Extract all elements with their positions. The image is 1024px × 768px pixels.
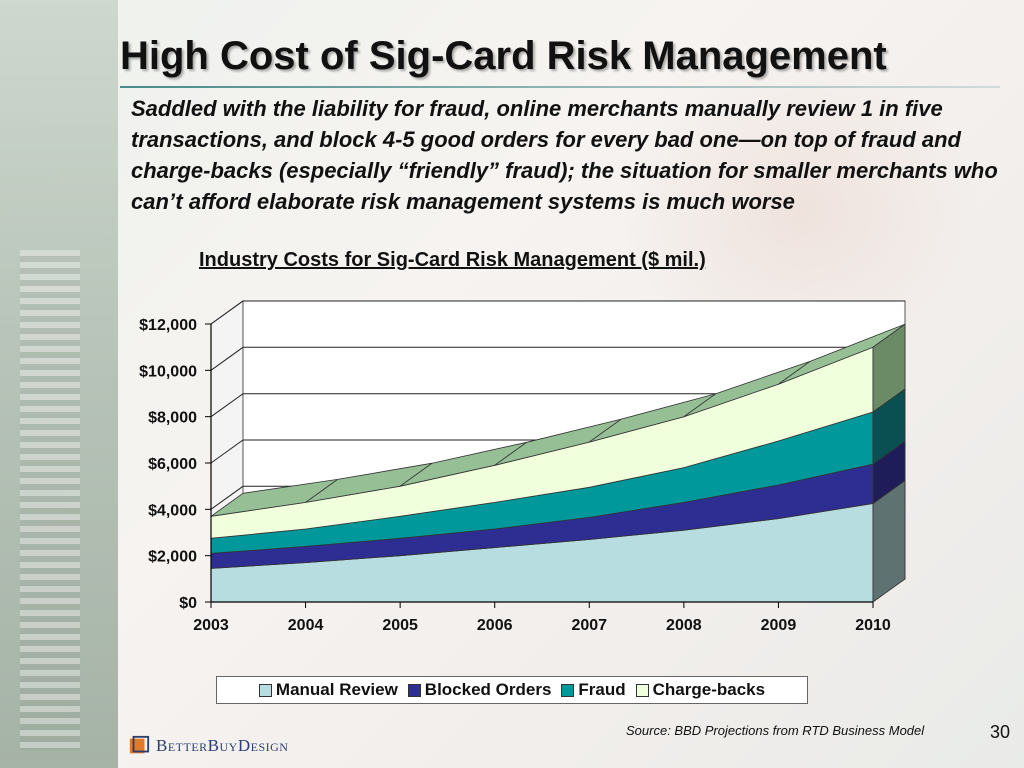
legend-item-fraud: Fraud (561, 680, 626, 700)
slide-title: High Cost of Sig-Card Risk Management (120, 34, 887, 78)
legend-swatch-fraud (561, 683, 575, 697)
area-band-side (872, 323, 906, 413)
y-tick-label: $8,000 (148, 410, 197, 427)
chart-title: Industry Costs for Sig-Card Risk Managem… (199, 249, 706, 271)
legend-item-manual-review: Manual Review (258, 680, 398, 700)
source-note: Source: BBD Projections from RTD Busines… (626, 723, 925, 738)
x-tick-label: 2004 (288, 617, 324, 634)
legend-swatch-blocked-orders (407, 683, 421, 697)
y-tick-label: $0 (179, 595, 197, 612)
x-tick-label: 2005 (382, 617, 418, 634)
logo-mark-icon (129, 735, 150, 754)
company-logo: BetterBuyDesign (128, 735, 288, 757)
y-tick-label: $12,000 (139, 317, 197, 334)
logo-text: BetterBuyDesign (156, 736, 289, 755)
y-tick-label: $10,000 (139, 363, 197, 380)
background-decoration-left (0, 0, 118, 768)
chart-legend: Manual Review Blocked Orders Fraud Charg… (216, 676, 808, 704)
gridline (210, 346, 905, 371)
y-tick-label: $4,000 (148, 502, 197, 519)
x-tick-label: 2010 (855, 617, 891, 634)
x-tick-label: 2006 (477, 617, 513, 634)
legend-item-charge-backs: Charge-backs (635, 680, 766, 700)
x-tick-label: 2008 (666, 617, 702, 634)
gridline (210, 300, 905, 325)
page-number: 30 (990, 722, 1011, 742)
x-tick-label: 2007 (571, 617, 607, 634)
x-tick-label: 2009 (761, 617, 797, 634)
title-underline (120, 86, 1000, 88)
legend-swatch-charge-backs (635, 683, 649, 697)
legend-item-blocked-orders: Blocked Orders (407, 680, 552, 700)
legend-label-fraud: Fraud (578, 680, 626, 699)
legend-label-manual-review: Manual Review (275, 680, 398, 699)
y-tick-label: $6,000 (148, 456, 197, 473)
gridline (210, 393, 905, 418)
x-tick-label: 2003 (193, 617, 229, 634)
legend-label-blocked-orders: Blocked Orders (424, 680, 552, 699)
legend-label-charge-backs: Charge-backs (652, 680, 766, 699)
legend-swatch-manual-review (258, 683, 272, 697)
slide-body-text: Saddled with the liability for fraud, on… (131, 96, 998, 214)
y-tick-label: $2,000 (148, 549, 197, 566)
